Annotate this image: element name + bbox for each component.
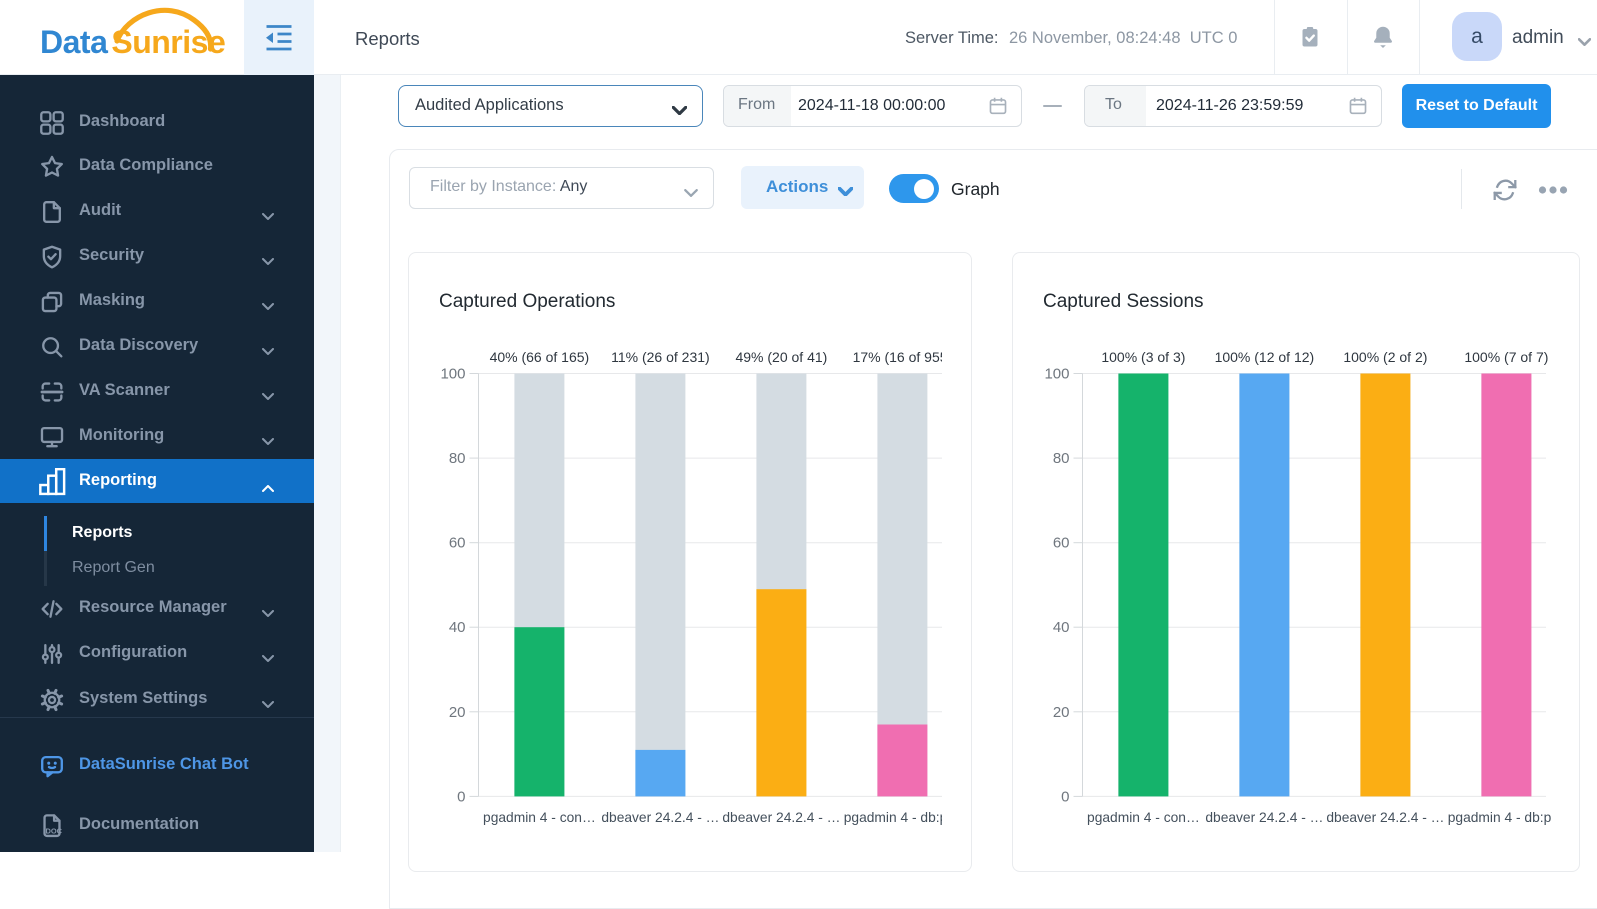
svg-text:49% (20 of 41): 49% (20 of 41) [735, 349, 827, 365]
svg-text:17% (16 of 955): 17% (16 of 955) [853, 349, 942, 365]
svg-text:pgadmin 4 - db:p…: pgadmin 4 - db:p… [1448, 810, 1553, 825]
svg-text:20: 20 [449, 704, 466, 721]
svg-text:pgadmin 4 - con…: pgadmin 4 - con… [1087, 810, 1200, 825]
svg-text:dbeaver 24.2.4 - …: dbeaver 24.2.4 - … [601, 810, 719, 825]
svg-text:100% (12 of 12): 100% (12 of 12) [1215, 349, 1315, 365]
svg-text:100% (2 of 2): 100% (2 of 2) [1343, 349, 1427, 365]
svg-text:20: 20 [1053, 704, 1070, 721]
svg-text:pgadmin 4 - db:p…: pgadmin 4 - db:p… [844, 810, 942, 825]
svg-text:60: 60 [1053, 535, 1070, 552]
svg-text:80: 80 [1053, 450, 1070, 467]
svg-text:dbeaver 24.2.4 - …: dbeaver 24.2.4 - … [1326, 810, 1444, 825]
svg-text:DOC: DOC [45, 826, 62, 835]
svg-text:0: 0 [1061, 788, 1069, 805]
svg-text:100: 100 [440, 366, 465, 383]
svg-text:100% (3 of 3): 100% (3 of 3) [1101, 349, 1185, 365]
svg-text:100: 100 [1044, 366, 1069, 383]
svg-text:dbeaver 24.2.4 - …: dbeaver 24.2.4 - … [1205, 810, 1323, 825]
svg-text:pgadmin 4 - con…: pgadmin 4 - con… [483, 810, 596, 825]
svg-text:40% (66 of 165): 40% (66 of 165) [490, 349, 590, 365]
svg-text:80: 80 [449, 450, 466, 467]
svg-text:dbeaver 24.2.4 - …: dbeaver 24.2.4 - … [722, 810, 840, 825]
svg-text:11% (26 of 231): 11% (26 of 231) [611, 349, 710, 365]
svg-text:100% (7 of 7): 100% (7 of 7) [1464, 349, 1548, 365]
svg-text:0: 0 [457, 788, 465, 805]
svg-text:60: 60 [449, 535, 466, 552]
svg-text:40: 40 [449, 619, 466, 636]
svg-text:40: 40 [1053, 619, 1070, 636]
